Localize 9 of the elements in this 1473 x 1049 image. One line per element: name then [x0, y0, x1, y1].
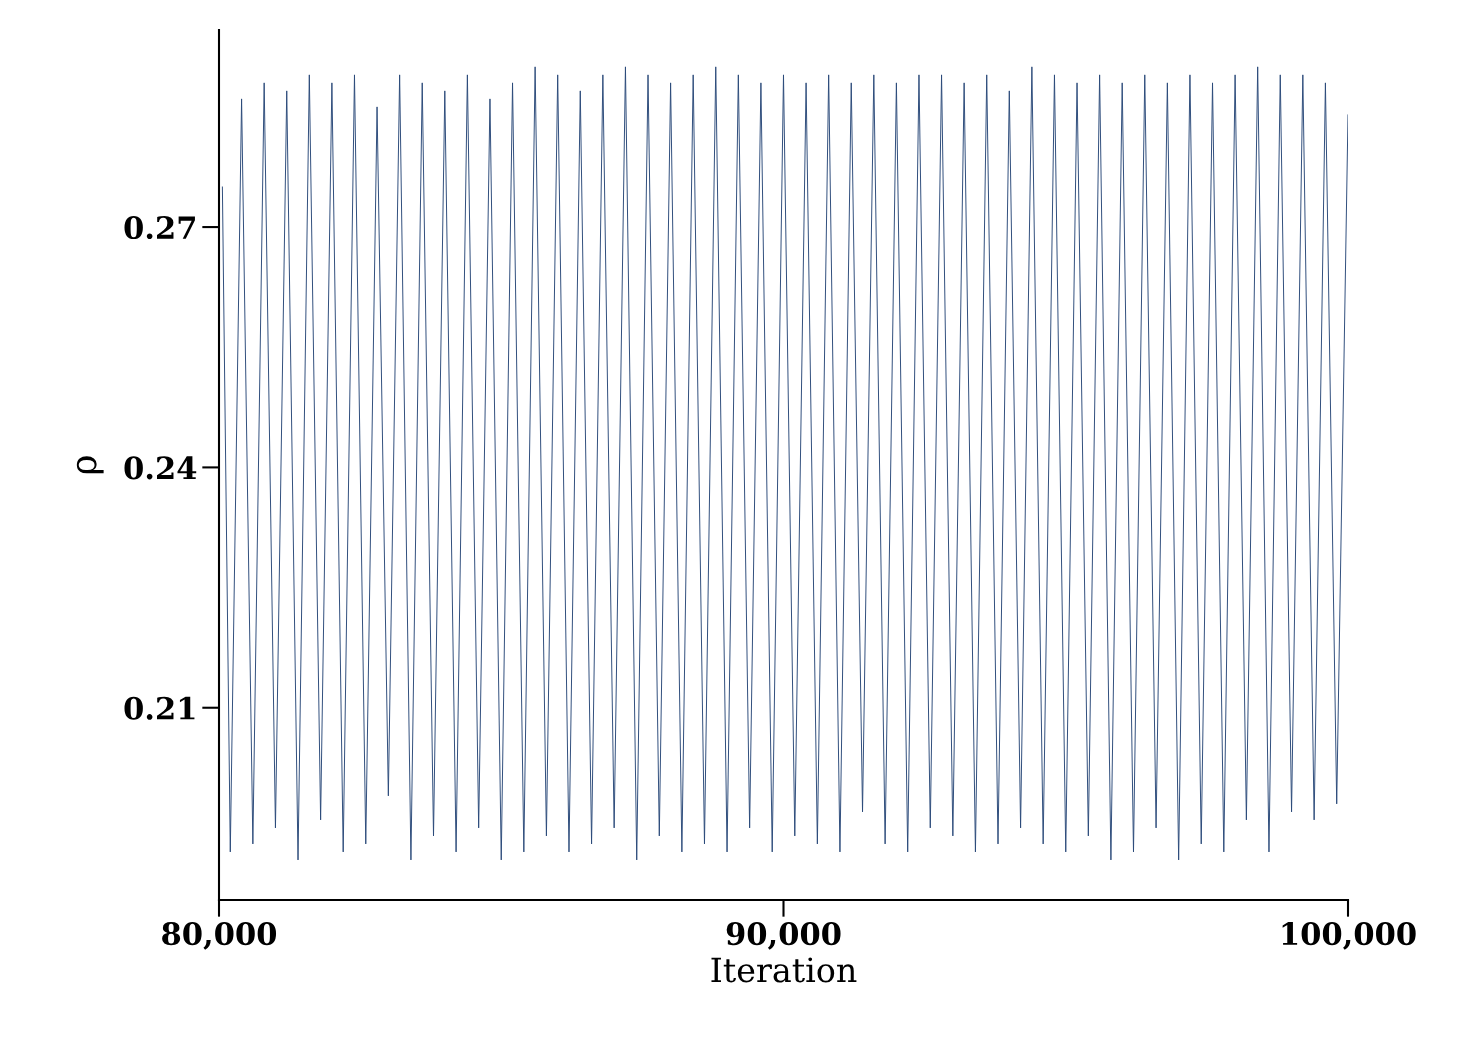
y-axis-title: ρ	[76, 456, 104, 474]
x-tick-label: 100,000	[1282, 922, 1416, 950]
y-tick-label: 0.24	[124, 456, 197, 480]
x-axis-title: Iteration	[711, 957, 857, 983]
y-tick-label: 0.21	[124, 696, 195, 720]
y-tick-label: 0.27	[124, 216, 195, 240]
x-tick-label: 80,000	[162, 922, 277, 950]
x-tick-label: 90,000	[726, 922, 841, 950]
line-series	[221, 66, 1348, 861]
